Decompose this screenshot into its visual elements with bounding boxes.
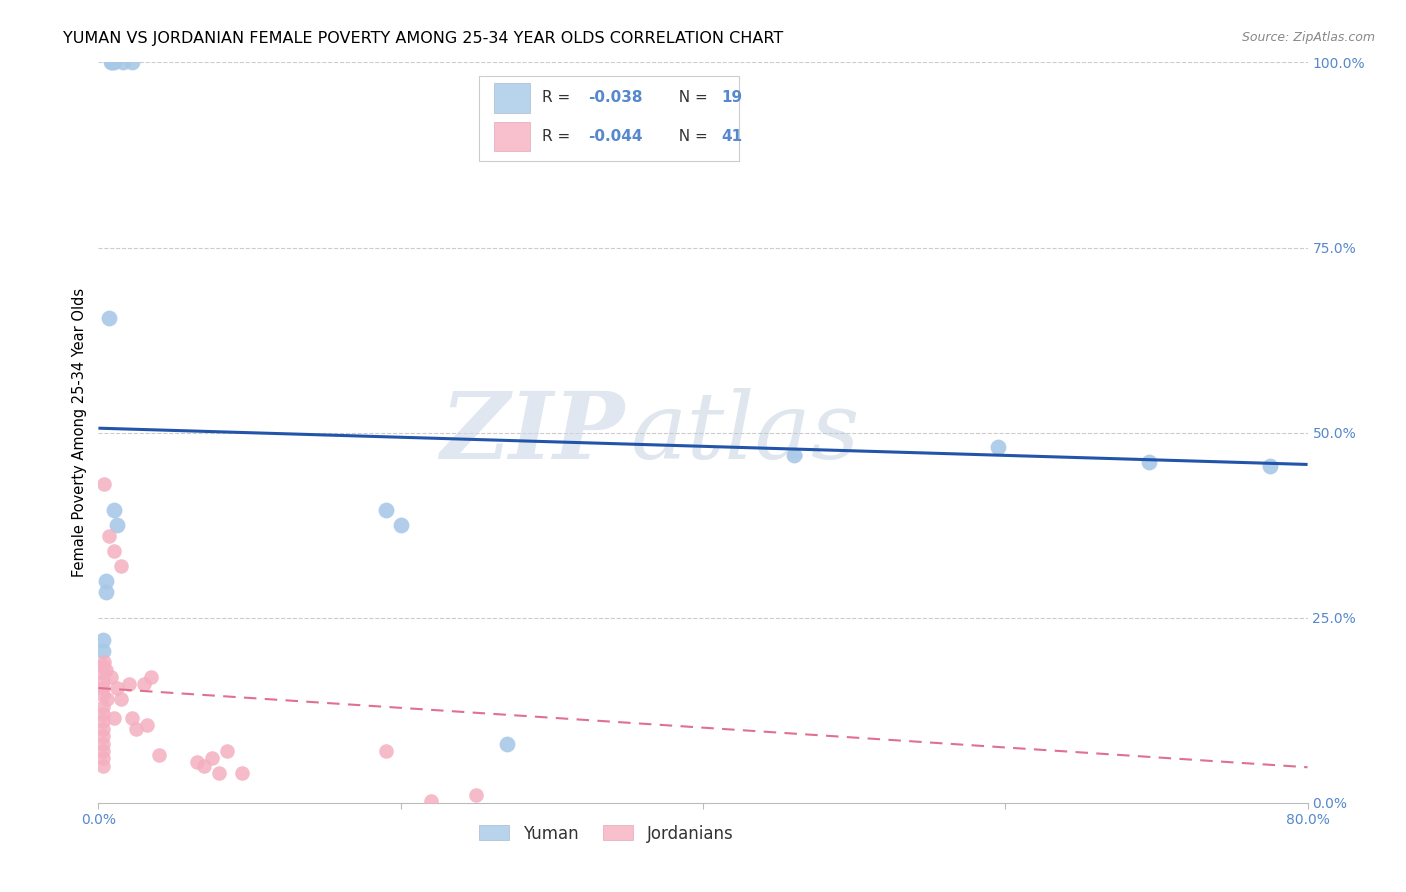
Point bbox=[201, 751, 224, 765]
Point bbox=[91, 644, 114, 658]
Point bbox=[91, 632, 114, 647]
Point bbox=[91, 751, 114, 765]
Point bbox=[100, 670, 122, 684]
Point bbox=[208, 766, 231, 780]
Point bbox=[121, 711, 143, 725]
Point bbox=[374, 503, 396, 517]
Text: ZIP: ZIP bbox=[440, 388, 624, 477]
Point bbox=[420, 794, 443, 808]
Point bbox=[148, 747, 170, 762]
Point bbox=[91, 681, 114, 695]
Text: R =: R = bbox=[543, 129, 575, 144]
Point bbox=[110, 692, 132, 706]
FancyBboxPatch shape bbox=[494, 121, 530, 152]
Point bbox=[111, 55, 134, 70]
Point bbox=[101, 55, 124, 70]
Point bbox=[193, 758, 215, 772]
Point bbox=[231, 766, 253, 780]
Y-axis label: Female Poverty Among 25-34 Year Olds: Female Poverty Among 25-34 Year Olds bbox=[72, 288, 87, 577]
Text: Source: ZipAtlas.com: Source: ZipAtlas.com bbox=[1241, 31, 1375, 45]
Point bbox=[465, 789, 488, 803]
Point bbox=[105, 681, 128, 695]
Point bbox=[94, 574, 117, 588]
Point bbox=[93, 655, 115, 669]
Point bbox=[141, 670, 163, 684]
Point bbox=[91, 689, 114, 703]
Point bbox=[91, 699, 114, 714]
Point bbox=[103, 503, 125, 517]
Point bbox=[91, 706, 114, 721]
Point bbox=[110, 558, 132, 573]
Point bbox=[91, 673, 114, 688]
Legend: Yuman, Jordanians: Yuman, Jordanians bbox=[479, 824, 734, 843]
Point bbox=[98, 310, 121, 325]
Point bbox=[186, 755, 208, 769]
Point bbox=[118, 677, 141, 691]
Text: N =: N = bbox=[669, 129, 713, 144]
Point bbox=[94, 663, 117, 677]
Point bbox=[125, 722, 148, 736]
Point bbox=[495, 737, 517, 751]
Point bbox=[1258, 458, 1281, 473]
Point bbox=[215, 744, 238, 758]
Point bbox=[91, 758, 114, 772]
Point bbox=[100, 55, 122, 70]
Point bbox=[1137, 455, 1160, 469]
Point bbox=[783, 448, 806, 462]
Point bbox=[91, 729, 114, 743]
Point bbox=[121, 55, 143, 70]
Text: 19: 19 bbox=[721, 90, 742, 105]
Point bbox=[987, 441, 1010, 455]
Point bbox=[374, 744, 396, 758]
Point bbox=[96, 692, 118, 706]
Point bbox=[389, 518, 412, 533]
Text: -0.044: -0.044 bbox=[588, 129, 643, 144]
Point bbox=[91, 744, 114, 758]
Point bbox=[98, 529, 121, 543]
Point bbox=[135, 718, 157, 732]
Point bbox=[103, 55, 125, 70]
Point bbox=[94, 584, 117, 599]
Text: N =: N = bbox=[669, 90, 713, 105]
Point bbox=[93, 477, 115, 491]
Text: 41: 41 bbox=[721, 129, 742, 144]
Point bbox=[91, 737, 114, 751]
Point bbox=[103, 711, 125, 725]
Text: YUMAN VS JORDANIAN FEMALE POVERTY AMONG 25-34 YEAR OLDS CORRELATION CHART: YUMAN VS JORDANIAN FEMALE POVERTY AMONG … bbox=[63, 31, 783, 46]
Point bbox=[103, 544, 125, 558]
Point bbox=[91, 658, 114, 673]
Text: -0.038: -0.038 bbox=[588, 90, 643, 105]
FancyBboxPatch shape bbox=[494, 83, 530, 112]
Point bbox=[132, 677, 155, 691]
Text: R =: R = bbox=[543, 90, 575, 105]
Point bbox=[91, 666, 114, 681]
FancyBboxPatch shape bbox=[479, 76, 740, 161]
Point bbox=[105, 518, 128, 533]
Point bbox=[91, 722, 114, 736]
Point bbox=[91, 714, 114, 729]
Text: atlas: atlas bbox=[630, 388, 860, 477]
